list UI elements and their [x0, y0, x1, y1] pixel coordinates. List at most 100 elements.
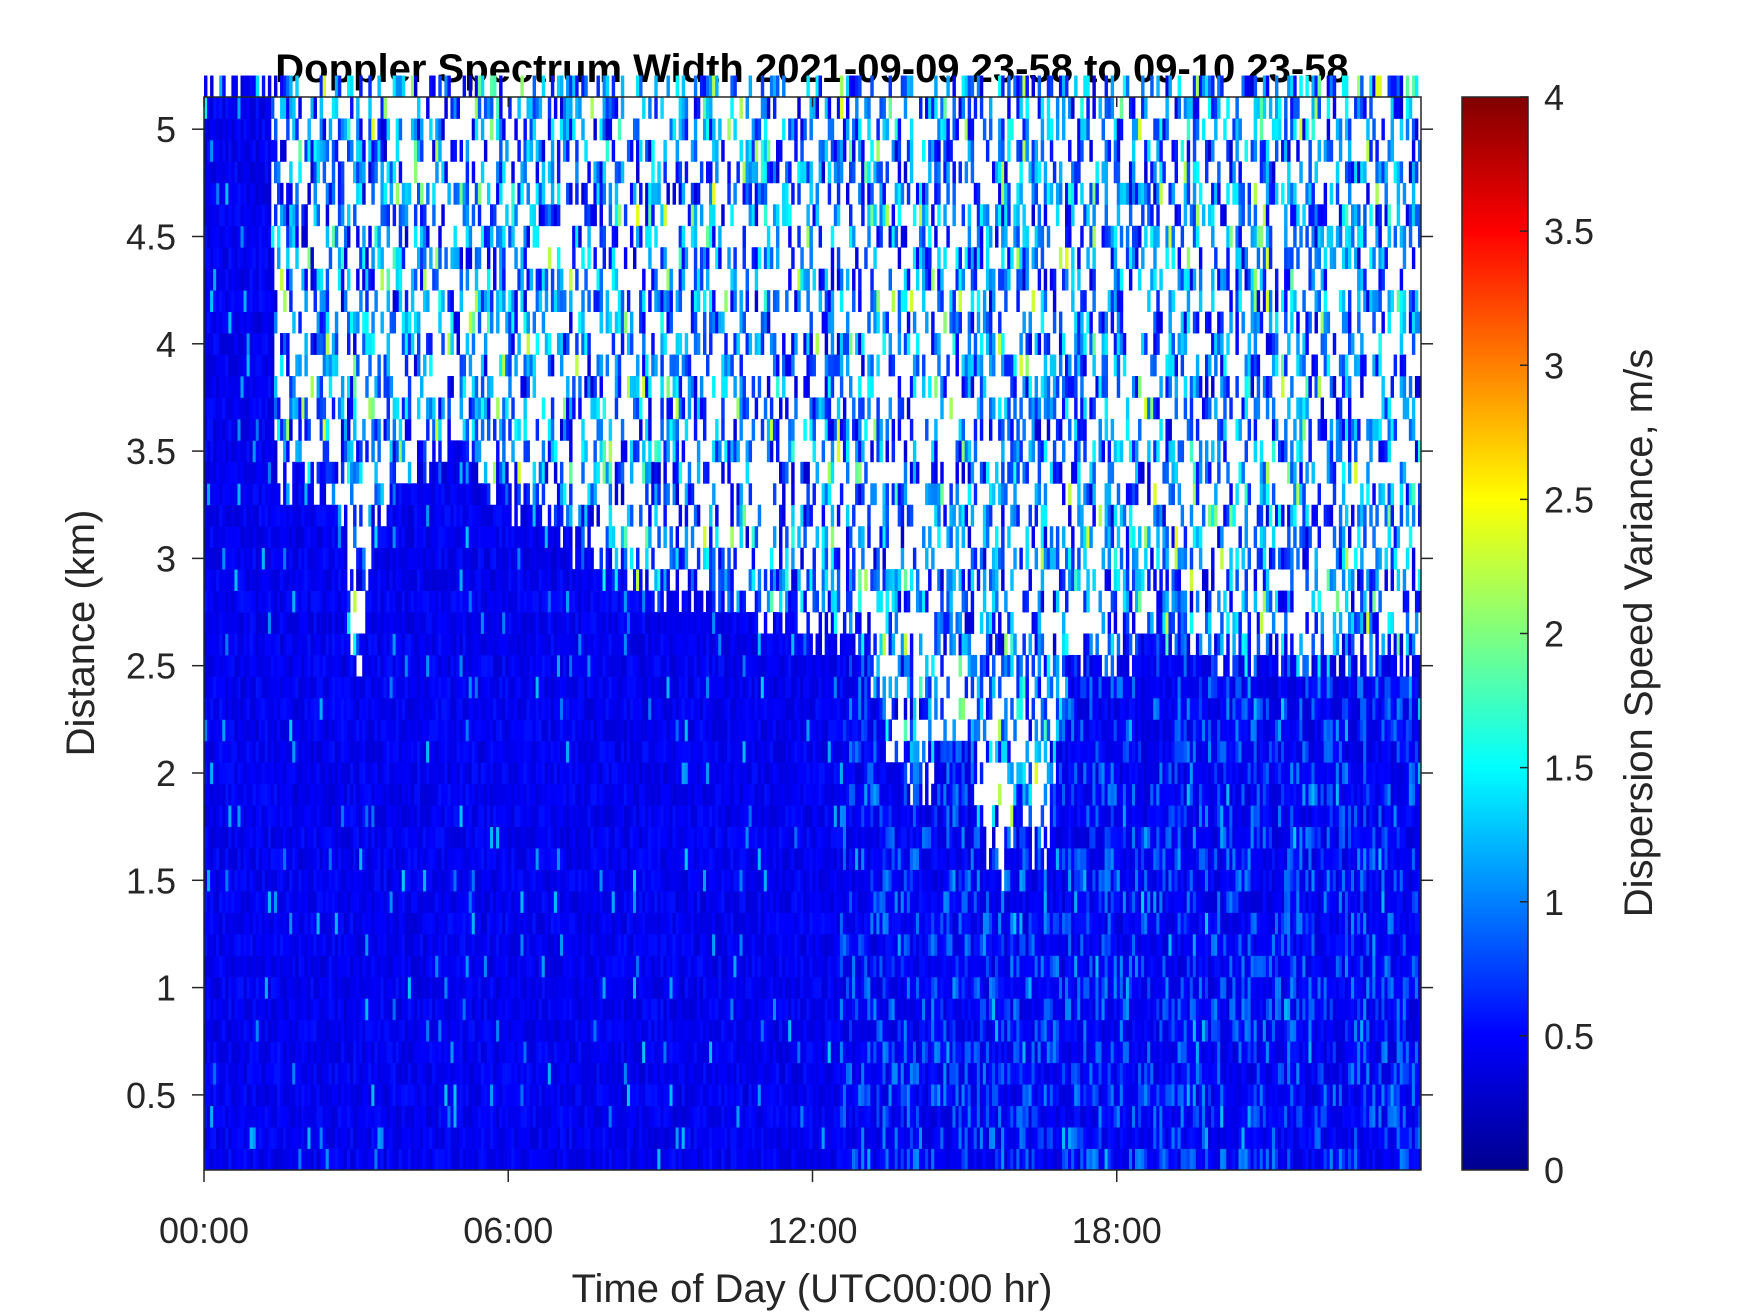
- heatmap-cell: [228, 333, 232, 355]
- heatmap-cell: [523, 612, 527, 634]
- heatmap-cell: [377, 1062, 381, 1085]
- heatmap-cell: [490, 547, 494, 570]
- heatmap-cell: [490, 118, 494, 141]
- heatmap-cell: [508, 633, 512, 656]
- heatmap-cell: [553, 569, 558, 591]
- heatmap-cell: [240, 955, 244, 978]
- heatmap-cell: [556, 182, 561, 205]
- heatmap-cell: [340, 1127, 345, 1149]
- heatmap-cell: [210, 375, 214, 398]
- heatmap-cell: [535, 333, 540, 355]
- heatmap-cell: [496, 676, 500, 699]
- heatmap-cell: [450, 1148, 454, 1171]
- heatmap-cell: [450, 976, 454, 999]
- heatmap-cell: [477, 848, 482, 870]
- heatmap-cell: [502, 569, 506, 591]
- heatmap-cell: [277, 1148, 281, 1171]
- heatmap-cell: [435, 461, 439, 484]
- heatmap-cell: [334, 1019, 339, 1042]
- heatmap-cell: [450, 697, 454, 720]
- heatmap-cell: [413, 891, 418, 913]
- heatmap-cell: [523, 161, 527, 184]
- heatmap-cell: [322, 612, 327, 634]
- heatmap-cell: [249, 1084, 254, 1107]
- heatmap-cell: [289, 1041, 293, 1064]
- heatmap-cell: [438, 912, 442, 935]
- heatmap-cell: [523, 311, 527, 334]
- heatmap-cell: [258, 182, 263, 205]
- heatmap-cell: [359, 1041, 363, 1064]
- heatmap-cell: [426, 504, 430, 527]
- heatmap-cell: [362, 225, 366, 248]
- heatmap-cell: [493, 740, 497, 763]
- heatmap-cell: [532, 375, 537, 398]
- heatmap-cell: [359, 440, 363, 463]
- heatmap-cell: [462, 1062, 467, 1085]
- heatmap-cell: [547, 719, 552, 742]
- heatmap-cell: [462, 998, 467, 1021]
- heatmap-cell: [219, 547, 223, 570]
- heatmap-cell: [547, 590, 552, 613]
- heatmap-cell: [502, 976, 506, 999]
- heatmap-cell: [471, 955, 476, 978]
- heatmap-cell: [493, 1041, 497, 1064]
- heatmap-cell: [563, 290, 567, 312]
- heatmap-cell: [462, 182, 467, 205]
- heatmap-cell: [401, 976, 406, 999]
- heatmap-cell: [216, 97, 220, 119]
- heatmap-cell: [380, 612, 384, 634]
- heatmap-cell: [426, 955, 430, 978]
- heatmap-cell: [374, 1148, 378, 1171]
- heatmap-cell: [493, 998, 497, 1021]
- heatmap-cell: [350, 75, 354, 98]
- heatmap-cell: [423, 204, 427, 227]
- heatmap-cell: [207, 848, 211, 870]
- heatmap-cell: [325, 933, 330, 956]
- heatmap-cell: [499, 805, 503, 828]
- heatmap-cell: [563, 612, 567, 634]
- heatmap-cell: [468, 869, 473, 892]
- heatmap-cell: [496, 762, 500, 785]
- heatmap-cell: [343, 612, 348, 634]
- heatmap-cell: [493, 1062, 497, 1085]
- heatmap-cell: [365, 247, 369, 270]
- heatmap-cell: [529, 740, 533, 763]
- heatmap-cell: [474, 97, 479, 119]
- heatmap-cell: [310, 1105, 314, 1128]
- heatmap-cell: [304, 762, 308, 785]
- heatmap-cell: [246, 75, 251, 98]
- heatmap-cell: [465, 333, 470, 355]
- heatmap-cell: [304, 805, 308, 828]
- heatmap-cell: [207, 440, 211, 463]
- heatmap-cell: [523, 976, 527, 999]
- heatmap-cell: [544, 955, 549, 978]
- heatmap-cell: [258, 891, 263, 913]
- heatmap-cell: [289, 848, 293, 870]
- heatmap-cell: [550, 290, 555, 312]
- heatmap-cell: [258, 762, 263, 785]
- heatmap-cell: [465, 912, 470, 935]
- heatmap-cell: [499, 504, 503, 527]
- heatmap-cell: [541, 268, 546, 291]
- heatmap-cell: [204, 139, 208, 162]
- heatmap-cell: [359, 891, 363, 913]
- heatmap-cell: [471, 762, 476, 785]
- heatmap-cell: [258, 547, 263, 570]
- heatmap-cell: [377, 719, 381, 742]
- heatmap-cell: [322, 1148, 327, 1171]
- heatmap-cell: [362, 805, 366, 828]
- heatmap-cell: [459, 526, 464, 549]
- heatmap-cell: [499, 633, 503, 656]
- heatmap-cell: [450, 783, 454, 806]
- heatmap-cell: [374, 955, 378, 978]
- heatmap-cell: [441, 569, 445, 591]
- heatmap-cell: [407, 933, 412, 956]
- heatmap-cell: [246, 247, 251, 270]
- heatmap-cell: [362, 1127, 366, 1149]
- heatmap-cell: [310, 998, 314, 1021]
- heatmap-cell: [365, 676, 369, 699]
- heatmap-cell: [331, 139, 336, 162]
- heatmap-cell: [505, 633, 509, 656]
- heatmap-cell: [556, 290, 561, 312]
- heatmap-cell: [556, 998, 561, 1021]
